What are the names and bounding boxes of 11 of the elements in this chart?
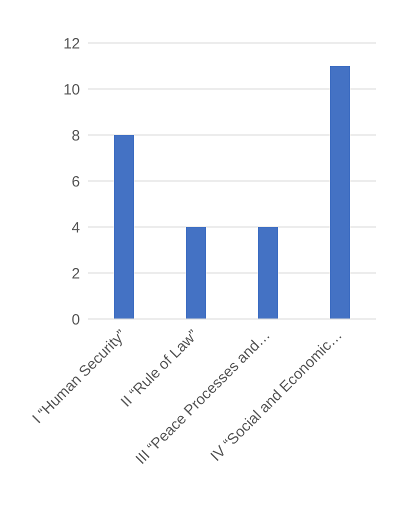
y-tick-label: 6 [72,173,80,190]
y-tick-label: 12 [63,35,80,52]
bar [114,135,134,319]
y-tick-label: 4 [72,219,80,236]
y-tick-label: 0 [72,311,80,328]
bar [330,66,350,319]
y-tick-label: 2 [72,265,80,282]
y-tick-label: 10 [63,81,80,98]
bar [186,227,206,319]
y-tick-label: 8 [72,127,80,144]
bar [258,227,278,319]
